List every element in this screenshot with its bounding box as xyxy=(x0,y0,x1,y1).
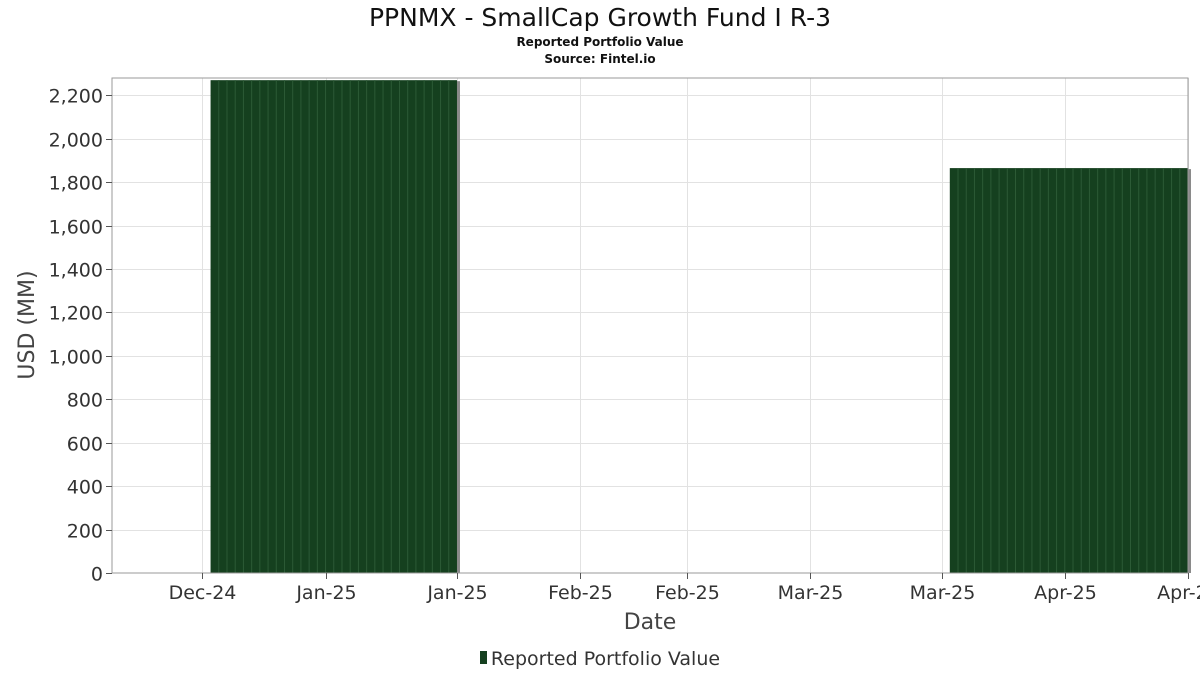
x-tick-label: Jan-25 xyxy=(426,582,487,604)
y-axis-label: USD (MM) xyxy=(15,270,40,379)
y-tick-label: 0 xyxy=(91,564,103,586)
y-tick-label: 1,600 xyxy=(49,217,103,239)
chart-title: PPNMX - SmallCap Growth Fund I R-3 xyxy=(368,3,832,32)
x-tick-label: Apr-25 xyxy=(1157,582,1200,604)
x-tick-label: Mar-25 xyxy=(910,582,976,604)
y-tick-label: 1,800 xyxy=(49,173,103,195)
y-tick-label: 400 xyxy=(67,477,103,499)
plot-area-frame xyxy=(111,77,1189,574)
x-tick-label: Mar-25 xyxy=(778,582,844,604)
x-tick-label: Feb-25 xyxy=(655,582,720,604)
x-tick-label: Jan-25 xyxy=(295,582,356,604)
x-tick-label: Dec-24 xyxy=(169,582,237,604)
y-tick-label: 600 xyxy=(67,434,103,456)
y-tick-label: 1,200 xyxy=(49,303,103,325)
y-tick-label: 1,400 xyxy=(49,260,103,282)
y-tick-label: 800 xyxy=(67,390,103,412)
x-axis-ticks: Dec-24 Jan-25 Jan-25 Feb-25 Feb-25 Mar-25 Mar-… xyxy=(169,573,1200,604)
chart-source: Source: Fintel.io xyxy=(544,52,656,66)
legend: Reported Portfolio Value xyxy=(0,647,1200,671)
x-axis-label: Date xyxy=(624,610,677,635)
y-tick-label: 2,000 xyxy=(49,130,103,152)
x-tick-label: Feb-25 xyxy=(548,582,613,604)
y-tick-label: 200 xyxy=(67,521,103,543)
legend-swatch xyxy=(479,651,487,664)
y-tick-label: 1,000 xyxy=(49,347,103,369)
y-axis-ticks: 0 200 400 600 800 1,000 1,200 1,400 1,600 1,800 2,… xyxy=(49,86,112,586)
x-tick-label: Apr-25 xyxy=(1034,582,1097,604)
chart-subtitle: Reported Portfolio Value xyxy=(516,35,684,49)
bars xyxy=(210,80,1191,573)
legend-label: Reported Portfolio Value xyxy=(490,648,721,670)
y-tick-label: 2,200 xyxy=(49,86,103,108)
bar xyxy=(949,168,1188,573)
